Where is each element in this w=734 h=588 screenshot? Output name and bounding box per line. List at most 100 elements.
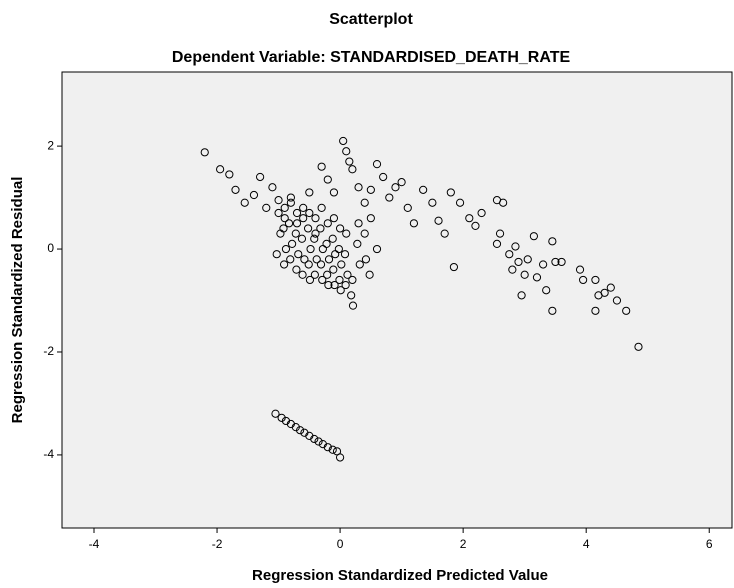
point <box>305 188 314 197</box>
point <box>231 185 240 194</box>
point <box>280 214 289 223</box>
point <box>335 275 344 285</box>
point <box>428 198 437 207</box>
point <box>511 242 520 251</box>
point <box>311 229 320 238</box>
point <box>591 275 600 285</box>
point <box>499 198 508 207</box>
x-tick-label: 6 <box>706 537 713 551</box>
point <box>286 193 295 202</box>
x-tick-label: 2 <box>460 537 467 551</box>
y-axis-title: Regression Standardized Residual <box>9 177 26 424</box>
point <box>492 239 502 249</box>
point <box>355 260 364 269</box>
point <box>465 214 474 223</box>
point <box>256 172 265 182</box>
point <box>323 175 332 184</box>
point <box>348 165 357 174</box>
point <box>322 239 331 249</box>
point <box>323 219 332 228</box>
point <box>306 244 315 254</box>
x-axis-title: Regression Standardized Predicted Value <box>252 567 548 584</box>
point <box>279 224 288 233</box>
point <box>505 250 514 259</box>
point <box>542 286 551 295</box>
chart-subtitle: Dependent Variable: STANDARDISED_DEATH_R… <box>172 49 571 66</box>
point <box>329 214 339 223</box>
point <box>477 208 486 218</box>
point <box>409 219 419 228</box>
point <box>318 275 327 285</box>
point <box>385 193 394 202</box>
point <box>366 214 375 223</box>
point <box>354 219 363 228</box>
point <box>337 260 346 269</box>
point <box>517 291 526 300</box>
point <box>329 188 339 197</box>
point <box>288 239 297 249</box>
point <box>591 306 600 315</box>
point <box>575 265 585 274</box>
point <box>455 198 465 207</box>
point <box>316 224 325 233</box>
point <box>508 265 517 274</box>
point <box>292 208 302 218</box>
point <box>340 250 350 259</box>
point <box>200 148 209 157</box>
point <box>272 250 281 259</box>
y-tick-label: 0 <box>47 241 54 255</box>
point <box>348 275 357 285</box>
point <box>274 208 283 218</box>
point <box>328 445 337 454</box>
point <box>299 214 308 223</box>
point <box>310 270 319 279</box>
point <box>348 301 358 310</box>
point <box>240 198 249 207</box>
point <box>339 136 348 146</box>
point <box>360 229 369 238</box>
point <box>300 255 309 264</box>
point <box>298 270 307 279</box>
point <box>323 443 332 452</box>
point <box>305 275 315 285</box>
point <box>634 342 643 351</box>
point <box>612 296 622 305</box>
y-tick-label: 2 <box>47 138 54 152</box>
point <box>391 183 400 192</box>
point <box>514 257 523 267</box>
point <box>434 216 443 225</box>
point <box>294 250 303 259</box>
point <box>334 244 343 254</box>
point <box>336 286 345 295</box>
point <box>324 255 334 264</box>
point <box>471 221 480 230</box>
plot-area <box>61 71 733 529</box>
point <box>341 280 350 290</box>
point <box>495 229 505 238</box>
x-tick-label: -4 <box>89 537 100 551</box>
point <box>520 270 529 279</box>
point <box>360 198 369 207</box>
point <box>600 288 609 297</box>
point <box>329 265 338 274</box>
point <box>529 232 538 241</box>
point <box>403 203 412 212</box>
point <box>292 219 302 228</box>
y-tick-label: -2 <box>43 344 54 358</box>
point <box>303 224 313 233</box>
point <box>397 178 406 187</box>
point <box>379 172 388 182</box>
y-tick-label: -4 <box>43 447 54 461</box>
point <box>305 208 314 218</box>
point <box>249 190 259 200</box>
point <box>312 255 321 264</box>
point <box>353 239 362 249</box>
point <box>281 244 291 254</box>
point <box>291 229 300 238</box>
point <box>323 270 332 279</box>
point <box>280 260 289 269</box>
point <box>342 147 351 156</box>
x-tick-label: 0 <box>337 537 344 551</box>
point <box>286 198 295 207</box>
point <box>579 275 588 285</box>
